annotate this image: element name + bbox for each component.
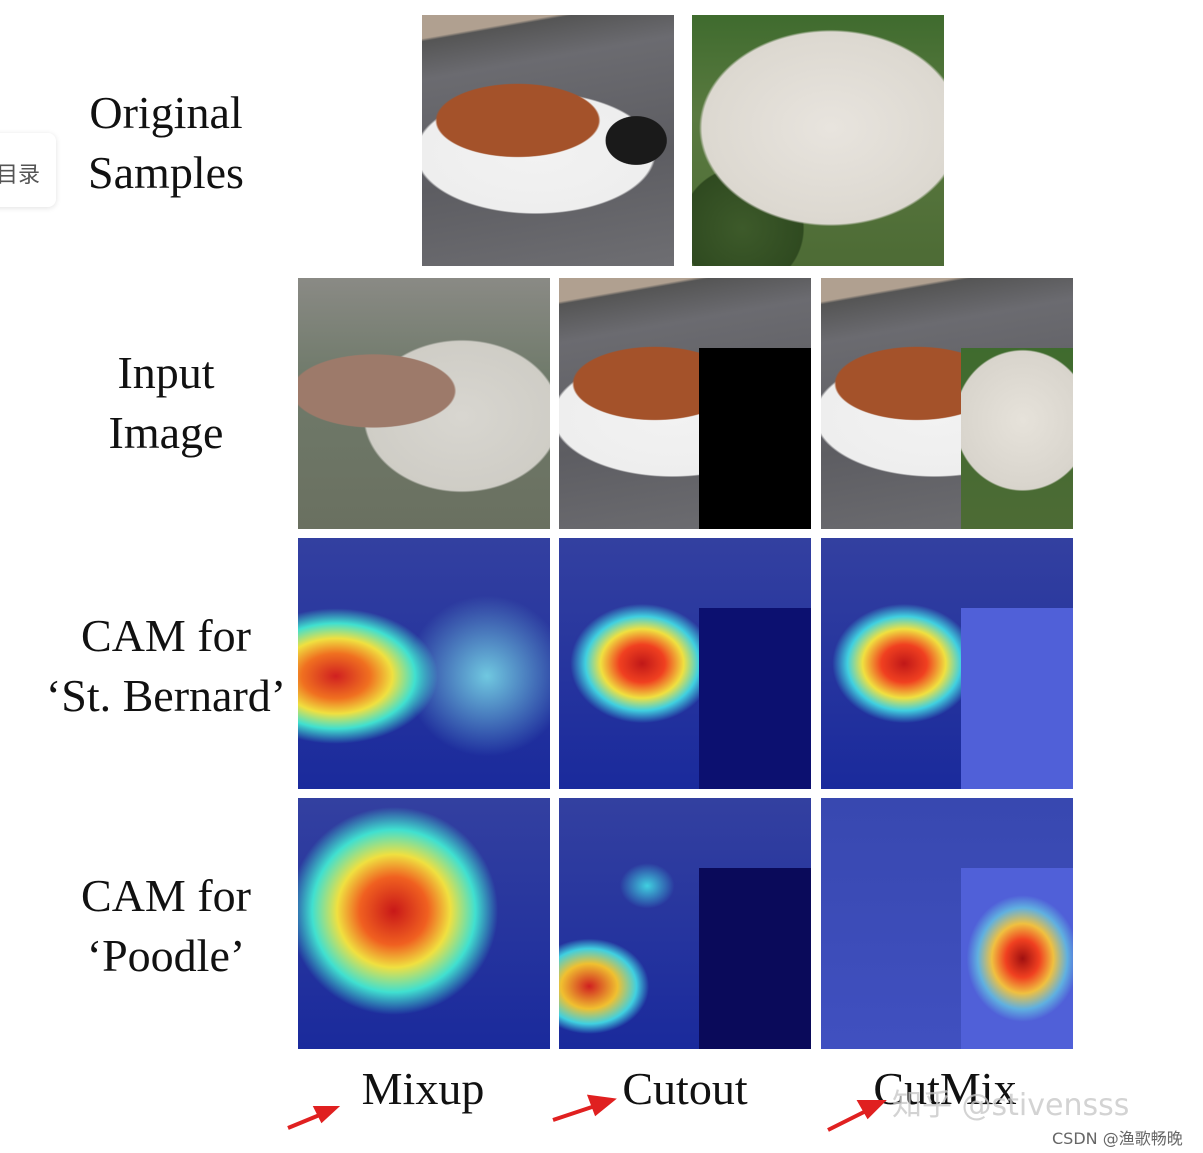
row-label-line: Original	[89, 87, 243, 138]
heatmap	[298, 538, 550, 789]
heatmap	[559, 798, 811, 1049]
watermark: 知乎 @stivensss	[892, 1088, 1130, 1123]
column-label: CutMix	[873, 1063, 1017, 1114]
photo	[298, 278, 550, 529]
heatmap	[559, 538, 811, 789]
photo	[559, 278, 811, 529]
heatmap	[821, 538, 1073, 789]
column-label: Mixup	[361, 1063, 485, 1114]
row-label-line: CAM for	[81, 870, 251, 921]
row-label-line: ‘Poodle’	[86, 930, 246, 981]
column-label: Cutout	[622, 1063, 748, 1114]
row-label: Input Image	[16, 343, 316, 463]
sidebar-button[interactable]: 目录	[0, 133, 56, 207]
row-label-line: Samples	[88, 147, 244, 198]
row-label: Original Samples	[16, 83, 316, 203]
row-label: CAM for ‘Poodle’	[16, 866, 316, 986]
row-label: CAM for ‘St. Bernard’	[16, 606, 316, 726]
photo	[422, 15, 674, 266]
heatmap	[821, 798, 1073, 1049]
photo	[692, 15, 944, 266]
sidebar-label: 目录	[0, 163, 41, 188]
row-label-line: Image	[108, 407, 224, 458]
photo	[821, 278, 1073, 529]
heatmap	[298, 798, 550, 1049]
row-label-line: ‘St. Bernard’	[45, 670, 287, 721]
row-label-line: Input	[117, 347, 215, 398]
watermark: CSDN @渔歌畅晚	[1052, 1129, 1183, 1148]
row-label-line: CAM for	[81, 610, 251, 661]
